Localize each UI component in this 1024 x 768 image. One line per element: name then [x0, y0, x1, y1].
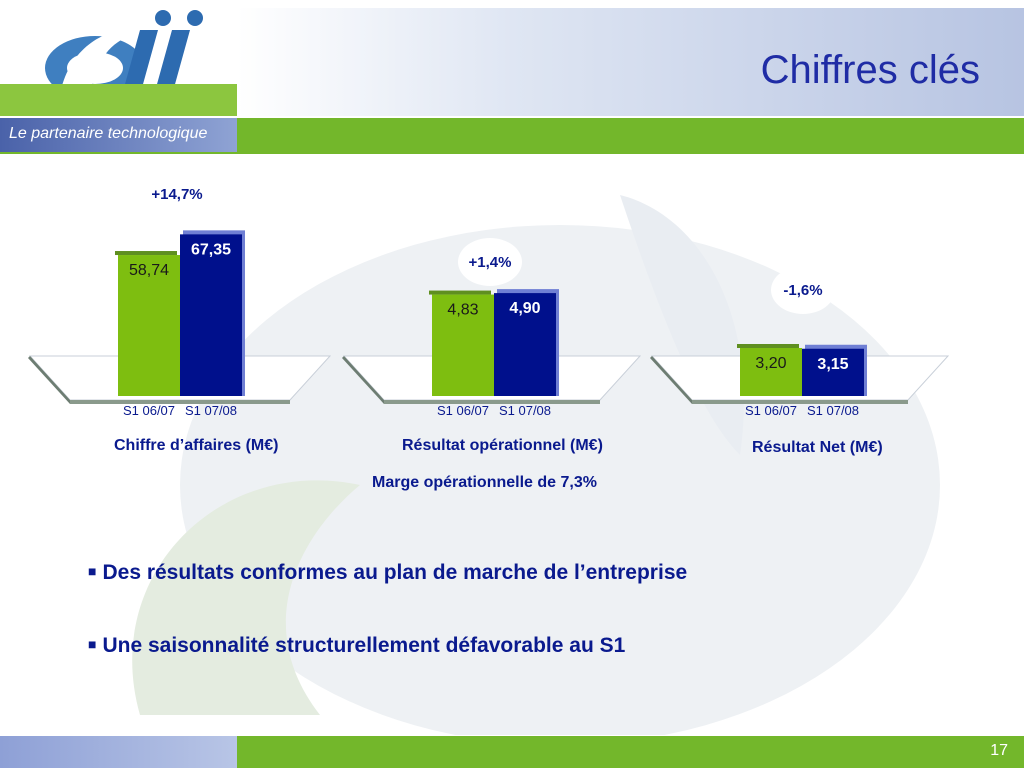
change-label: +14,7% [151, 186, 202, 203]
bar-value-label: 4,90 [509, 300, 540, 317]
category-label: S1 06/07 [123, 403, 175, 418]
footer-green-bar [237, 736, 1024, 768]
chart-platform-front [70, 400, 290, 404]
chart-platform-edge [28, 356, 70, 404]
chart-1: 58,74 S1 06/07 67,35 S1 07/08 +14,7% [28, 170, 332, 418]
bullet-2: ■ Une saisonnalité structurellement défav… [88, 634, 625, 658]
category-label: S1 07/08 [185, 403, 237, 418]
change-label: -1,6% [783, 282, 822, 299]
bar-value-label: 4,83 [447, 302, 478, 319]
bar-prev [118, 255, 180, 396]
tagline: Le partenaire technologique [9, 125, 208, 142]
bullet-2-text: Une saisonnalité structurellement défavo… [102, 634, 626, 657]
logo [0, 0, 237, 116]
page-number: 17 [990, 742, 1008, 759]
bar-value-label: 3,20 [755, 355, 786, 372]
header-gradient [237, 8, 1024, 116]
bar-top-edge [115, 251, 177, 256]
chart-1-title: Chiffre d’affaires (M€) [114, 437, 279, 454]
bar-top-edge [737, 344, 799, 348]
bullet-square-icon: ■ [88, 563, 97, 579]
bullet-1-text: Des résultats conformes au plan de march… [102, 561, 688, 584]
chart-platform-front [384, 400, 600, 404]
bar-prev [432, 294, 494, 396]
header: Le partenaire technologique Chiffres clé… [0, 0, 1024, 155]
charts-area: 58,74 S1 06/07 67,35 S1 07/08 +14,7% 4,83 S1 0… [28, 170, 950, 418]
bar-curr [180, 234, 242, 396]
category-label: S1 07/08 [807, 403, 859, 418]
change-bubble [771, 266, 835, 314]
chart-platform-edge [650, 356, 692, 404]
bar-value-label: 67,35 [191, 241, 231, 258]
category-label: S1 07/08 [499, 403, 551, 418]
chart-2-title: Résultat opérationnel (M€) [402, 437, 603, 454]
category-label: S1 06/07 [437, 403, 489, 418]
bar-top-edge [429, 290, 491, 295]
bar-prev [740, 348, 802, 396]
bar-curr [802, 348, 864, 396]
footer-blue-bar [0, 736, 237, 768]
chart-3: 3,20 S1 06/07 3,15 S1 07/08 -1,6% [650, 266, 950, 418]
chart-2-subtitle: Marge opérationnelle de 7,3% [372, 474, 597, 491]
chart-3-title: Résultat Net (M€) [752, 439, 883, 456]
change-bubble [458, 238, 522, 286]
category-label: S1 06/07 [745, 403, 797, 418]
change-label: +1,4% [469, 254, 512, 271]
bullet-square-icon: ■ [88, 636, 97, 652]
bar-value-label: 3,15 [817, 356, 848, 373]
change-bubble [145, 170, 209, 218]
tagline-bar: Le partenaire technologique [0, 118, 237, 152]
bullet-1: ■ Des résultats conformes au plan de marc… [88, 561, 687, 585]
page-title: Chiffres clés [760, 48, 980, 92]
bar-value-label: 58,74 [129, 262, 169, 279]
bar-curr [494, 293, 556, 396]
chart-2: 4,83 S1 06/07 4,90 S1 07/08 +1,4% [342, 238, 642, 418]
chart-platform-edge [342, 356, 384, 404]
chart-platform-front [692, 400, 908, 404]
